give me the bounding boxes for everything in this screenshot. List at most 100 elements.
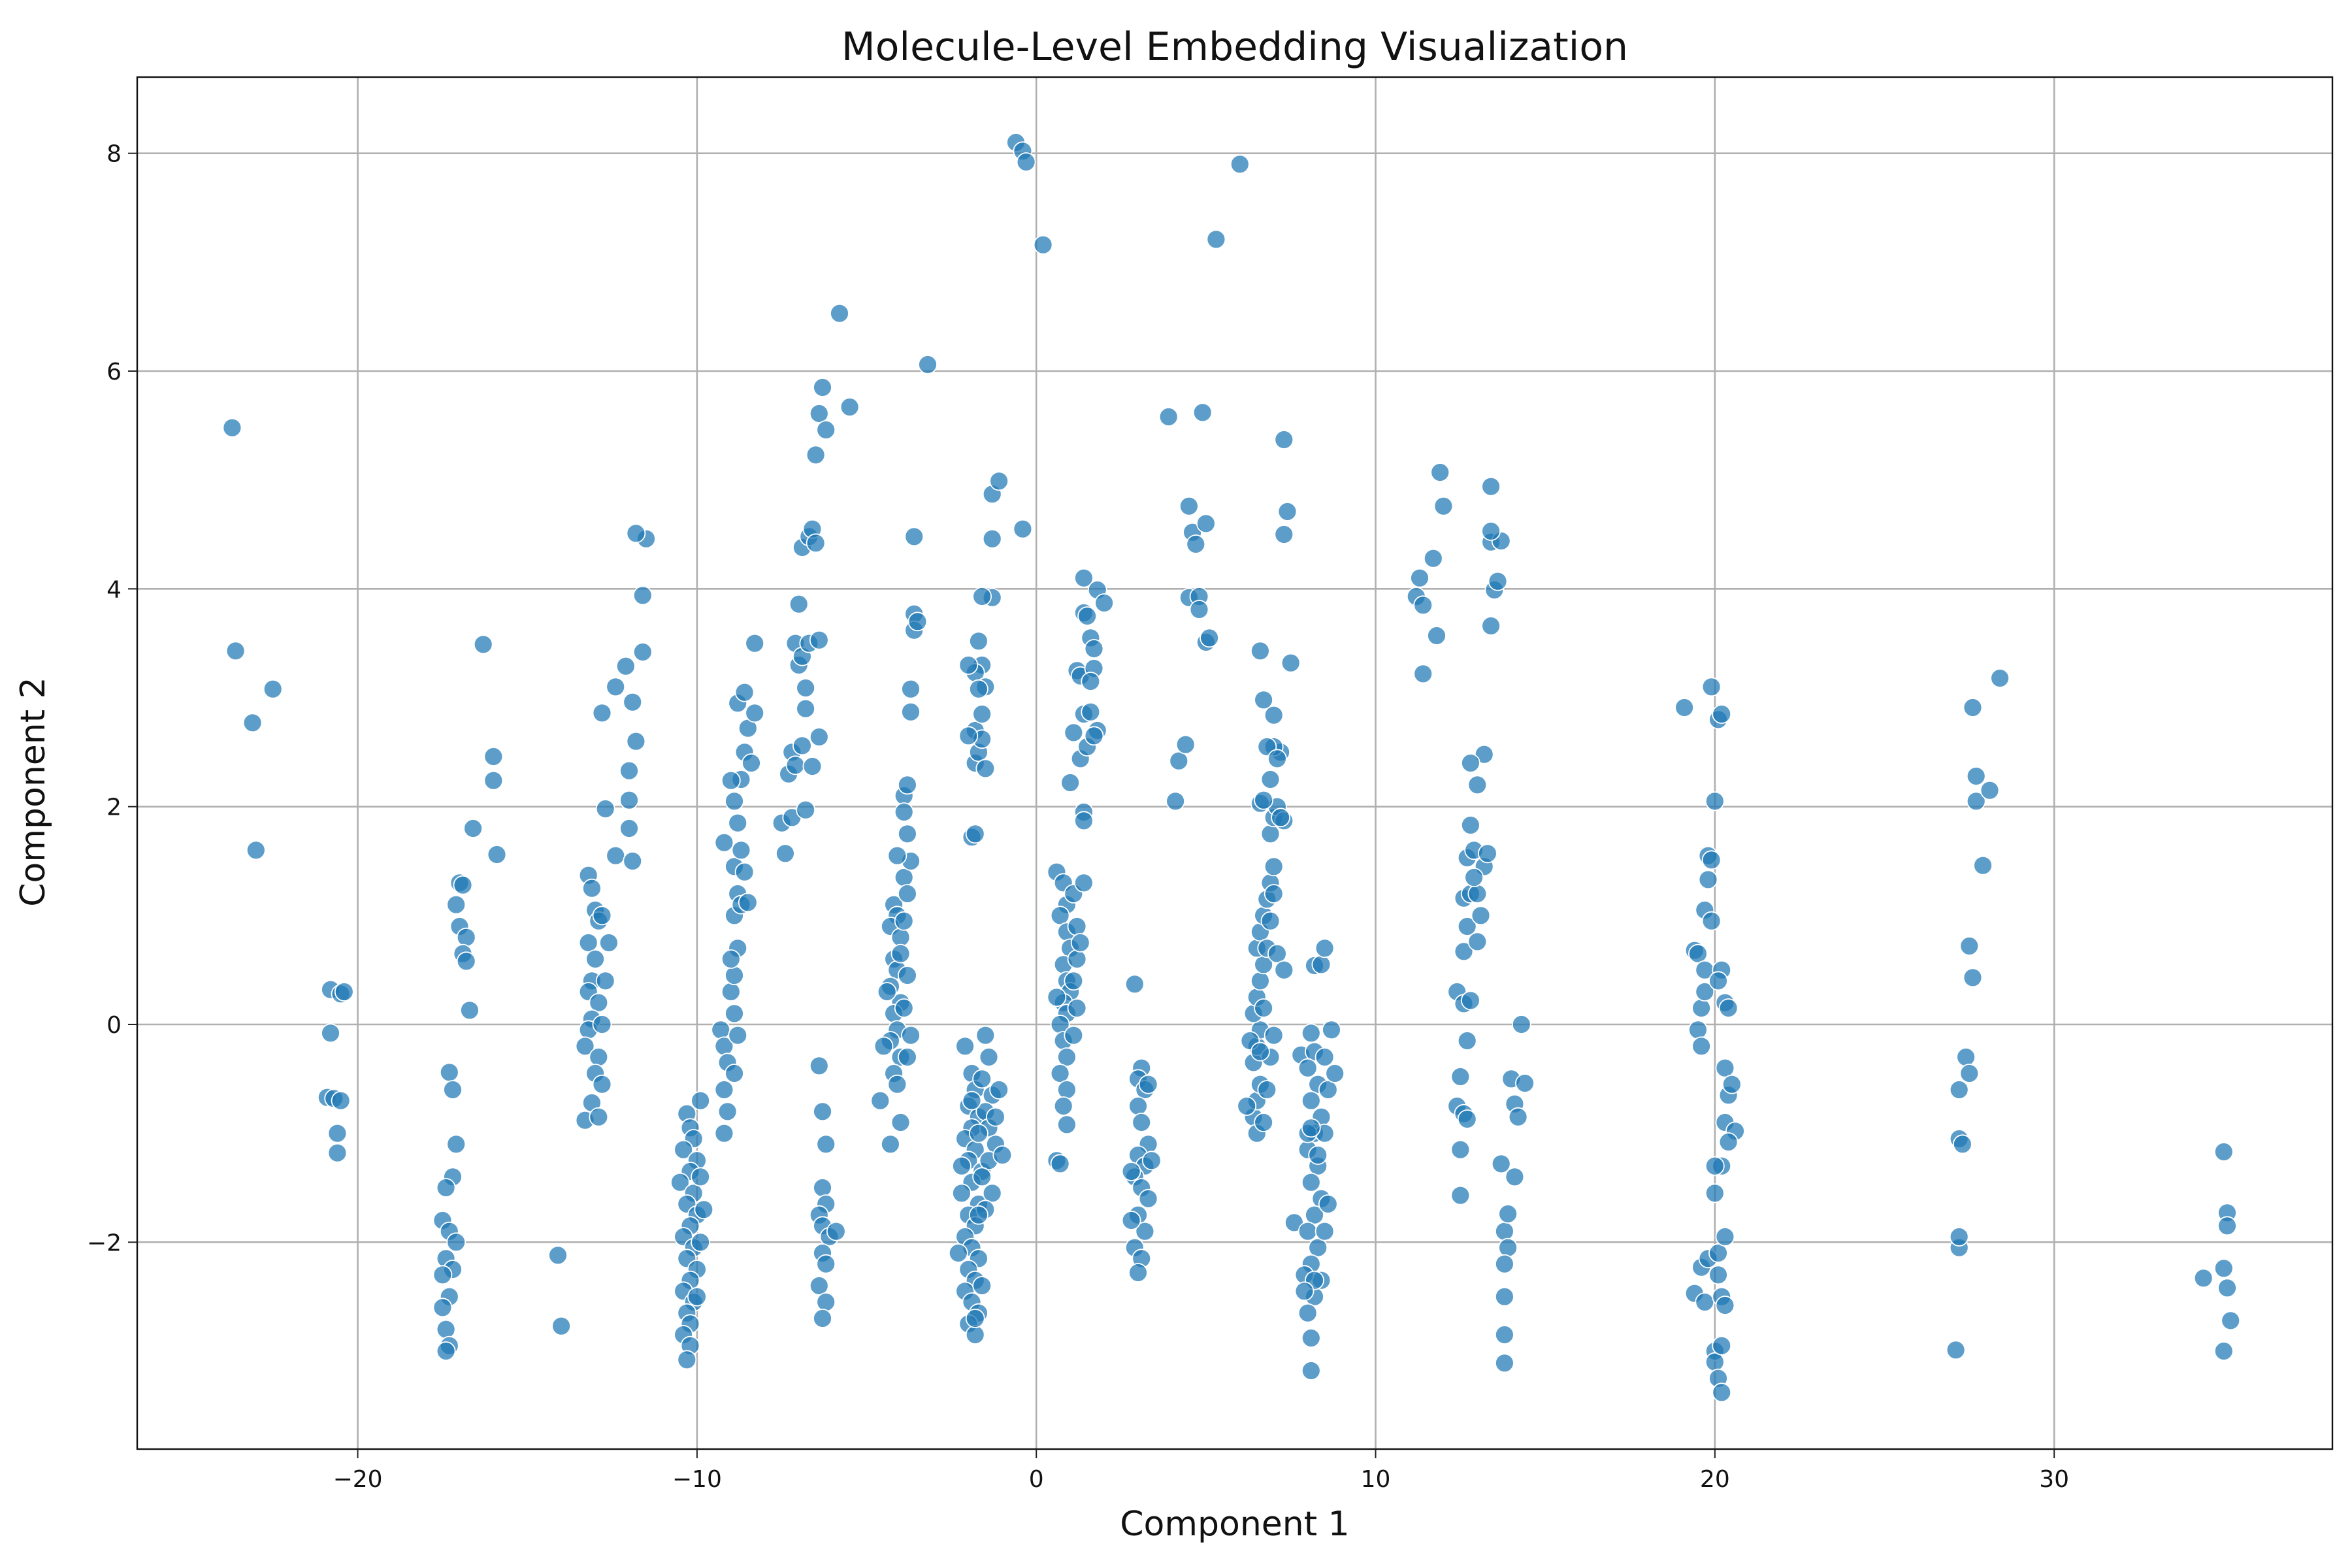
scatter-point	[1189, 600, 1209, 619]
scatter-point	[1237, 1096, 1257, 1116]
scatter-point	[877, 982, 897, 1002]
scatter-point	[952, 1156, 972, 1176]
scatter-point	[1980, 780, 2000, 800]
scatter-point	[585, 949, 605, 969]
scatter-point	[446, 1134, 466, 1154]
scatter-point	[1315, 1221, 1335, 1241]
scatter-point	[606, 845, 626, 866]
grid-lines	[137, 77, 2332, 1449]
scatter-point	[592, 1015, 612, 1034]
scatter-point	[1067, 949, 1087, 969]
scatter-point	[483, 747, 504, 766]
scatter-point	[1057, 1047, 1077, 1067]
scatter-point	[1498, 1204, 1518, 1224]
scatter-point	[589, 1107, 609, 1127]
scatter-point	[1515, 1073, 1535, 1093]
scatter-point	[1274, 430, 1294, 449]
scatter-point	[1128, 1263, 1148, 1282]
scatter-point	[1050, 1064, 1070, 1083]
scatter-point	[725, 1064, 744, 1083]
scatter-point	[1013, 519, 1033, 539]
x-tick-label: 20	[1700, 1466, 1730, 1493]
scatter-point	[453, 875, 473, 895]
scatter-point	[1257, 1080, 1277, 1100]
scatter-point	[222, 417, 242, 438]
scatter-point	[972, 704, 992, 724]
scatter-point	[742, 753, 761, 773]
scatter-point	[952, 1183, 972, 1203]
scatter-point	[1410, 568, 1429, 588]
scatter-point	[728, 1025, 748, 1045]
scatter-point	[433, 1265, 453, 1285]
scatter-point	[1281, 653, 1301, 673]
scatter-point	[1952, 1134, 1972, 1154]
scatter-point	[1457, 1031, 1477, 1051]
plot-frame	[136, 76, 2334, 1450]
scatter-point	[894, 911, 914, 931]
scatter-point	[1718, 998, 1739, 1018]
scatter-point	[785, 755, 806, 776]
scatter-point	[809, 1276, 829, 1296]
scatter-point	[881, 1134, 900, 1154]
scatter-point	[734, 682, 755, 702]
scatter-point	[1132, 1113, 1152, 1132]
scatter-point	[1200, 628, 1219, 648]
scatter-point	[446, 1232, 466, 1252]
scatter-point	[334, 982, 354, 1002]
scatter-point	[1494, 1353, 1514, 1373]
scatter-point	[1264, 1025, 1284, 1045]
scatter-point	[626, 523, 646, 544]
scatter-point	[972, 1276, 992, 1296]
scatter-point	[714, 832, 734, 853]
scatter-point	[721, 949, 741, 969]
scatter-point	[606, 677, 626, 697]
scatter-point	[887, 1074, 907, 1094]
scatter-point	[830, 303, 849, 323]
scatter-point	[972, 1167, 992, 1187]
scatter-point	[2217, 1216, 2237, 1236]
scatter-point	[1674, 698, 1695, 717]
scatter-point	[446, 894, 466, 915]
scatter-point	[813, 1309, 832, 1328]
scatter-point	[972, 587, 992, 606]
scatter-point	[714, 1080, 734, 1100]
scatter-point	[1433, 496, 1454, 516]
data-points	[222, 133, 2241, 1403]
scatter-point	[1966, 766, 1986, 786]
scatter-point	[1121, 1211, 1141, 1230]
scatter-point	[898, 884, 917, 904]
scatter-point	[1047, 987, 1067, 1007]
scatter-point	[1413, 595, 1433, 615]
scatter-point	[1196, 514, 1216, 534]
scatter-point	[1135, 1221, 1155, 1241]
scatter-point	[1121, 1162, 1141, 1181]
scatter-point	[1298, 1058, 1318, 1078]
scatter-point	[1264, 884, 1284, 904]
scatter-point	[2217, 1278, 2237, 1298]
scatter-point	[1264, 705, 1284, 725]
scatter-point	[975, 759, 996, 779]
y-tick-label: −2	[87, 1230, 122, 1256]
scatter-point	[1230, 154, 1250, 174]
x-tick-label: −20	[333, 1466, 383, 1493]
scatter-point	[582, 878, 602, 898]
scatter-point	[1053, 1096, 1073, 1116]
scatter-point	[989, 471, 1009, 491]
y-tick-label: 8	[106, 141, 122, 168]
scatter-point	[1722, 1074, 1742, 1094]
scatter-point	[1688, 1020, 1708, 1040]
scatter-point	[1074, 568, 1094, 588]
scatter-point	[840, 397, 860, 417]
scatter-point	[1308, 1237, 1328, 1258]
scatter-point	[1277, 502, 1298, 521]
scatter-point	[796, 800, 815, 820]
scatter-point	[246, 840, 266, 860]
scatter-point	[1460, 990, 1480, 1011]
scatter-point	[1695, 1292, 1715, 1312]
scatter-point	[473, 634, 493, 655]
scatter-point	[1260, 770, 1281, 789]
scatter-point	[619, 760, 639, 781]
scatter-point	[972, 1069, 992, 1089]
